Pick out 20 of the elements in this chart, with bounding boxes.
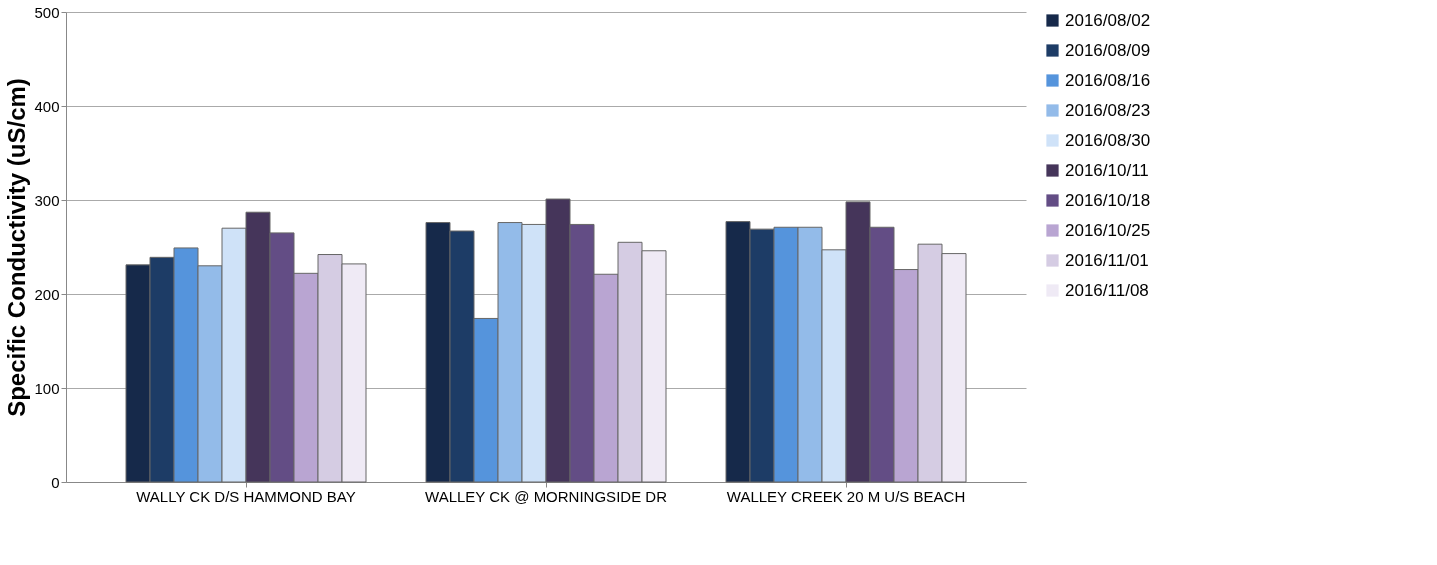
legend-label: 2016/08/09 — [1065, 40, 1151, 60]
legend-label: 2016/11/01 — [1065, 250, 1149, 270]
legend-label: 2016/08/02 — [1065, 10, 1151, 30]
x-tick-label: WALLEY CK @ MORNINGSIDE DR — [425, 487, 668, 505]
y-tick-label: 300 — [34, 191, 60, 209]
legend-label: 2016/11/08 — [1065, 280, 1149, 300]
legend-label: 2016/10/18 — [1065, 190, 1151, 210]
x-tick-label: WALLY CK D/S HAMMOND BAY — [136, 487, 356, 505]
legend-label: 2016/10/25 — [1065, 220, 1151, 240]
legend-label: 2016/08/23 — [1065, 100, 1151, 120]
y-tick-label: 400 — [34, 97, 60, 115]
y-tick-label: 500 — [34, 3, 60, 21]
y-tick-label: 0 — [51, 473, 60, 491]
y-tick-label: 200 — [34, 285, 60, 303]
x-tick-label: WALLEY CREEK 20 M U/S BEACH — [726, 487, 966, 505]
legend-label: 2016/08/30 — [1065, 130, 1151, 150]
y-tick-label: 100 — [34, 379, 60, 397]
legend-label: 2016/10/11 — [1065, 160, 1149, 180]
y-axis-title: Specific Conductivity (uS/cm) — [3, 78, 31, 417]
legend-label: 2016/08/16 — [1065, 70, 1151, 90]
